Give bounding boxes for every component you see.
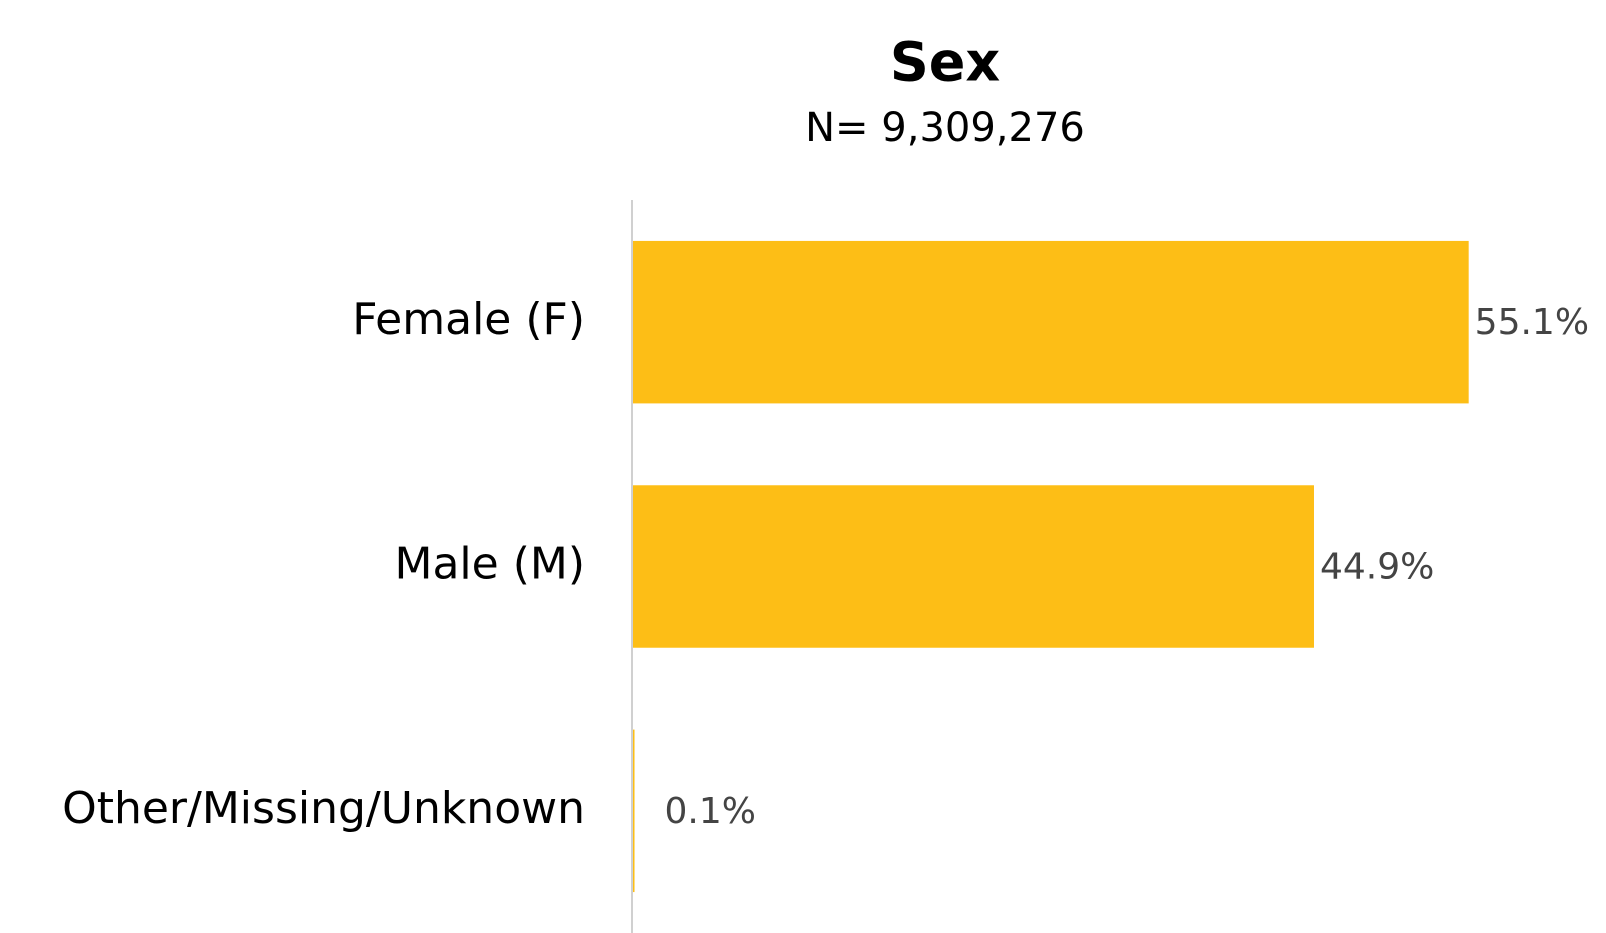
category-label: Female (F) [352, 294, 585, 345]
bar [633, 485, 1314, 648]
value-label: 55.1% [1475, 302, 1589, 343]
chart-title: Sex [890, 31, 1001, 94]
bar [633, 240, 1469, 404]
value-label: 0.1% [665, 791, 756, 832]
chart-subtitle: N= 9,309,276 [805, 105, 1085, 151]
category-label: Male (M) [394, 539, 585, 590]
bar [633, 729, 635, 893]
category-label: Other/Missing/Unknown [62, 783, 585, 834]
value-label: 44.9% [1320, 547, 1434, 588]
